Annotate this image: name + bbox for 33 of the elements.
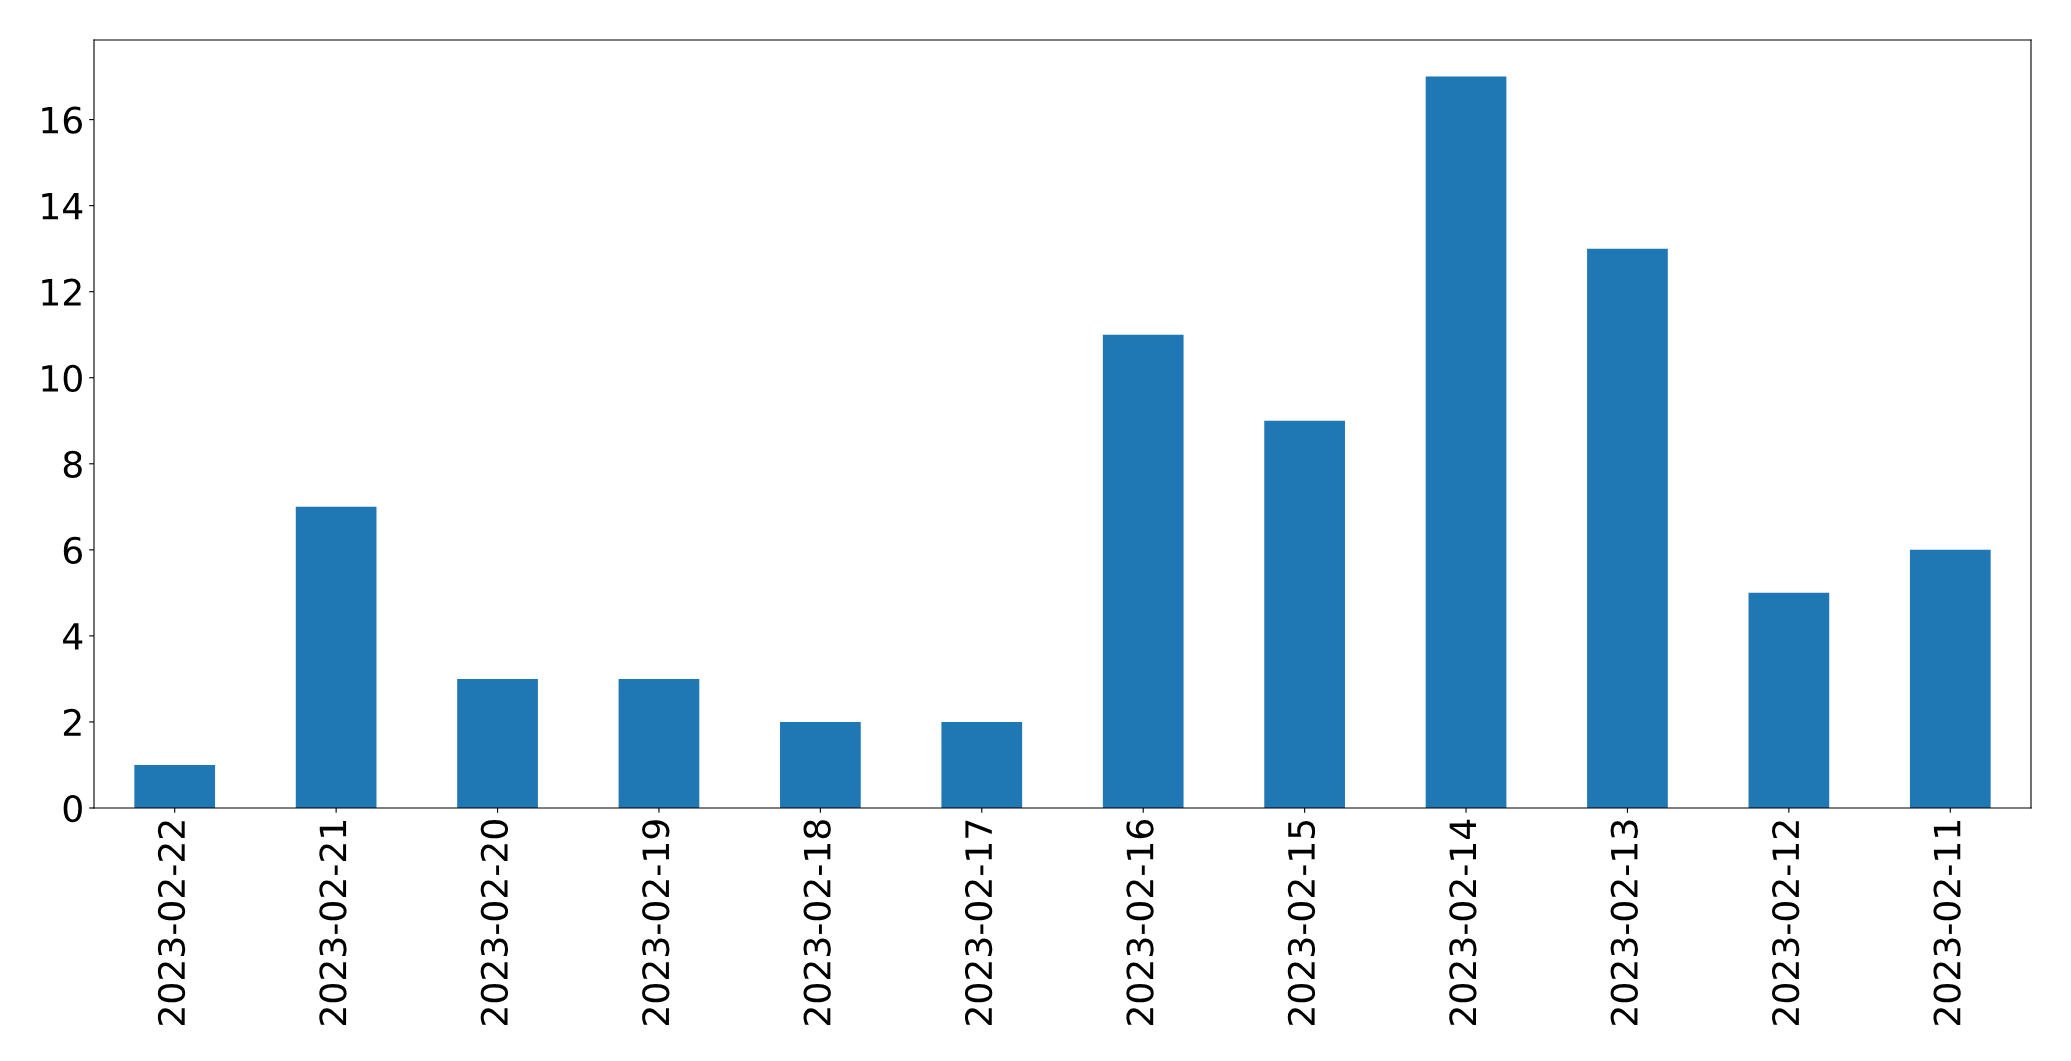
bar	[1909, 549, 1991, 808]
y-tick-label: 8	[63, 450, 82, 479]
bar	[1102, 334, 1184, 808]
y-tick-label: 14	[42, 193, 83, 220]
bar	[1264, 420, 1345, 808]
x-tick-label: 2023-02-14	[1449, 819, 1477, 1025]
x-tick-label: 2023-02-12	[1772, 821, 1800, 1025]
bar	[457, 678, 538, 808]
y-tick-label: 6	[63, 536, 82, 565]
bar	[1748, 592, 1830, 808]
y-tick-label: 4	[63, 623, 83, 650]
x-tick-label: 2023-02-17	[964, 820, 993, 1025]
bar	[941, 721, 1023, 808]
y-tick-label: 0	[63, 794, 82, 823]
x-tick-label: 2023-02-22	[157, 821, 186, 1025]
bar	[134, 764, 216, 808]
x-tick-label: 2023-02-13	[1610, 820, 1638, 1025]
y-tick-label: 16	[42, 106, 82, 134]
x-tick-label: 2023-02-11	[1933, 821, 1961, 1025]
x-tick-label: 2023-02-16	[1126, 820, 1154, 1025]
bar	[1425, 76, 1507, 808]
x-tick-label: 2023-02-19	[642, 820, 670, 1025]
x-tick-label: 2023-02-15	[1287, 820, 1316, 1025]
y-tick-label: 10	[42, 364, 82, 392]
y-tick-label: 2	[63, 708, 81, 736]
bar	[618, 678, 700, 808]
bar	[780, 721, 861, 808]
bar	[1587, 248, 1668, 808]
x-tick-label: 2023-02-21	[319, 821, 347, 1025]
x-tick-label: 2023-02-18	[803, 820, 831, 1025]
x-tick-label: 2023-02-20	[480, 820, 509, 1025]
bar	[295, 506, 377, 808]
y-tick-label: 12	[42, 278, 81, 306]
